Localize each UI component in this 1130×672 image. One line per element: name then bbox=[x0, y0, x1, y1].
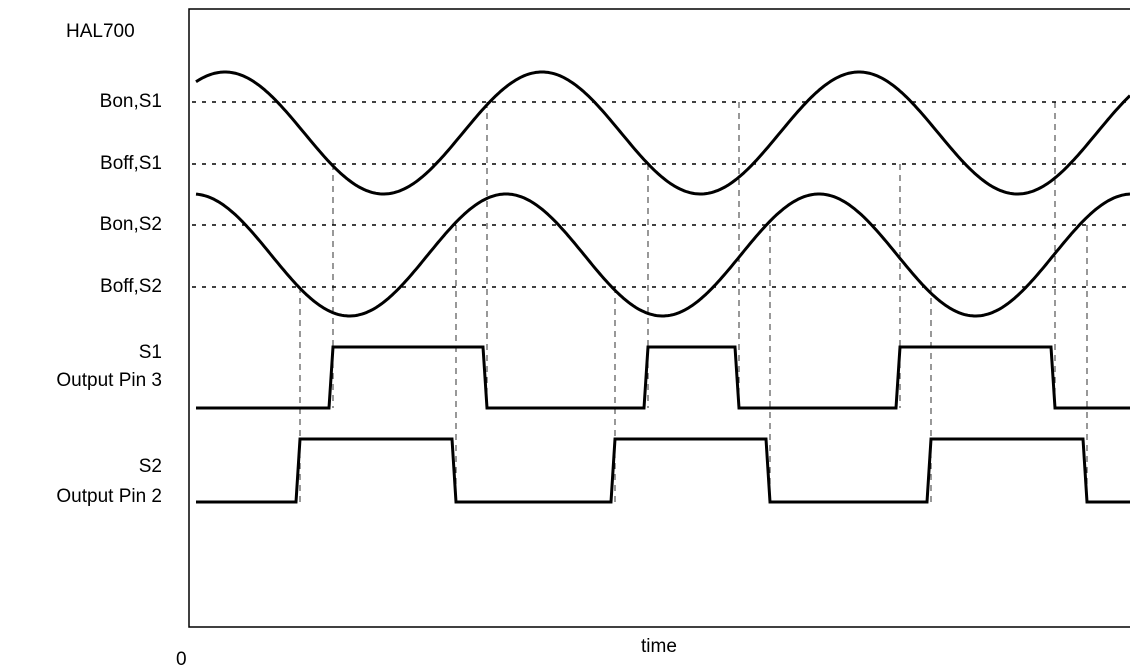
boff-s2-label: Boff,S2 bbox=[100, 276, 162, 297]
x-axis-label: time bbox=[641, 636, 677, 657]
s1-field-curve bbox=[195, 70, 1130, 196]
s2-output-waveform bbox=[196, 437, 1130, 504]
s2-output-pin: Output Pin 2 bbox=[56, 486, 162, 507]
bon-s2-label: Bon,S2 bbox=[99, 214, 162, 235]
boff-s1-label: Boff,S1 bbox=[100, 153, 162, 174]
plot-frame bbox=[188, 8, 1130, 628]
transition-guides bbox=[299, 102, 1088, 502]
s1-output-waveform bbox=[196, 345, 1130, 410]
x-axis-origin: 0 bbox=[176, 649, 187, 670]
s2-output-name: S2 bbox=[138, 456, 162, 477]
bon-s1-label: Bon,S1 bbox=[99, 91, 162, 112]
s2-field-curve bbox=[195, 192, 1130, 318]
s1-output-name: S1 bbox=[138, 342, 162, 363]
device-label: HAL700 bbox=[66, 21, 135, 42]
threshold-lines bbox=[192, 101, 1130, 288]
s1-output-pin: Output Pin 3 bbox=[56, 370, 162, 391]
